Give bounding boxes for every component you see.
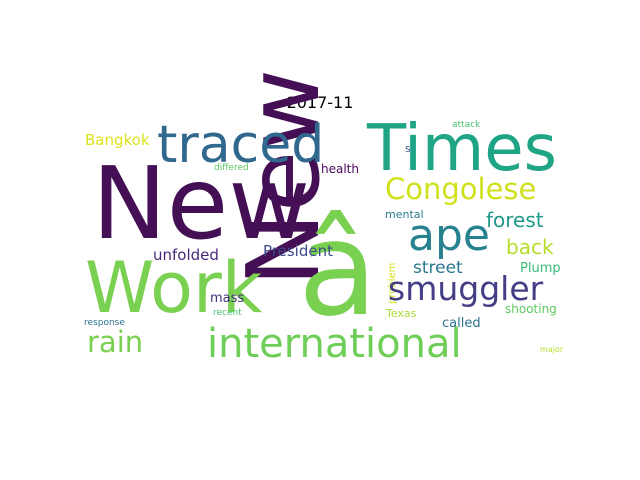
word-recent: recent xyxy=(213,308,242,318)
word-texas: Texas xyxy=(385,307,417,320)
word-new: New xyxy=(92,145,310,262)
word-a-circumflex: â xyxy=(298,193,378,345)
word-traced: traced xyxy=(157,115,324,175)
figure-title: 2017-11 xyxy=(286,93,354,112)
word-bangkok: Bangkok xyxy=(85,131,150,149)
word-unfolded: unfolded xyxy=(153,246,219,264)
word-new: New xyxy=(225,69,342,287)
word-called: called xyxy=(442,316,481,331)
word-health: health xyxy=(321,162,359,176)
word-response: response xyxy=(84,318,125,328)
word-forest: forest xyxy=(486,208,544,232)
word-mental: mental xyxy=(385,208,424,221)
word-times: Times xyxy=(366,112,557,186)
word-international: international xyxy=(207,321,462,367)
word-rain: rain xyxy=(87,325,143,359)
word-differed: differed xyxy=(214,163,249,173)
word-back: back xyxy=(506,235,554,259)
word-congolese: Congolese xyxy=(385,172,536,206)
word-shooting: shooting xyxy=(505,302,557,316)
word-problem: problem xyxy=(387,263,398,304)
word-smuggler: smuggler xyxy=(388,269,544,308)
word-mass: mass xyxy=(210,291,244,306)
word-ape: ape xyxy=(408,210,490,261)
word-attack: attack xyxy=(452,120,481,130)
word-street: street xyxy=(413,258,463,278)
word-plump: Plump xyxy=(520,261,561,276)
word-president: President xyxy=(263,242,333,260)
word-work: Work xyxy=(85,247,263,329)
word-major: major xyxy=(540,345,564,354)
word-s: s xyxy=(405,142,411,155)
